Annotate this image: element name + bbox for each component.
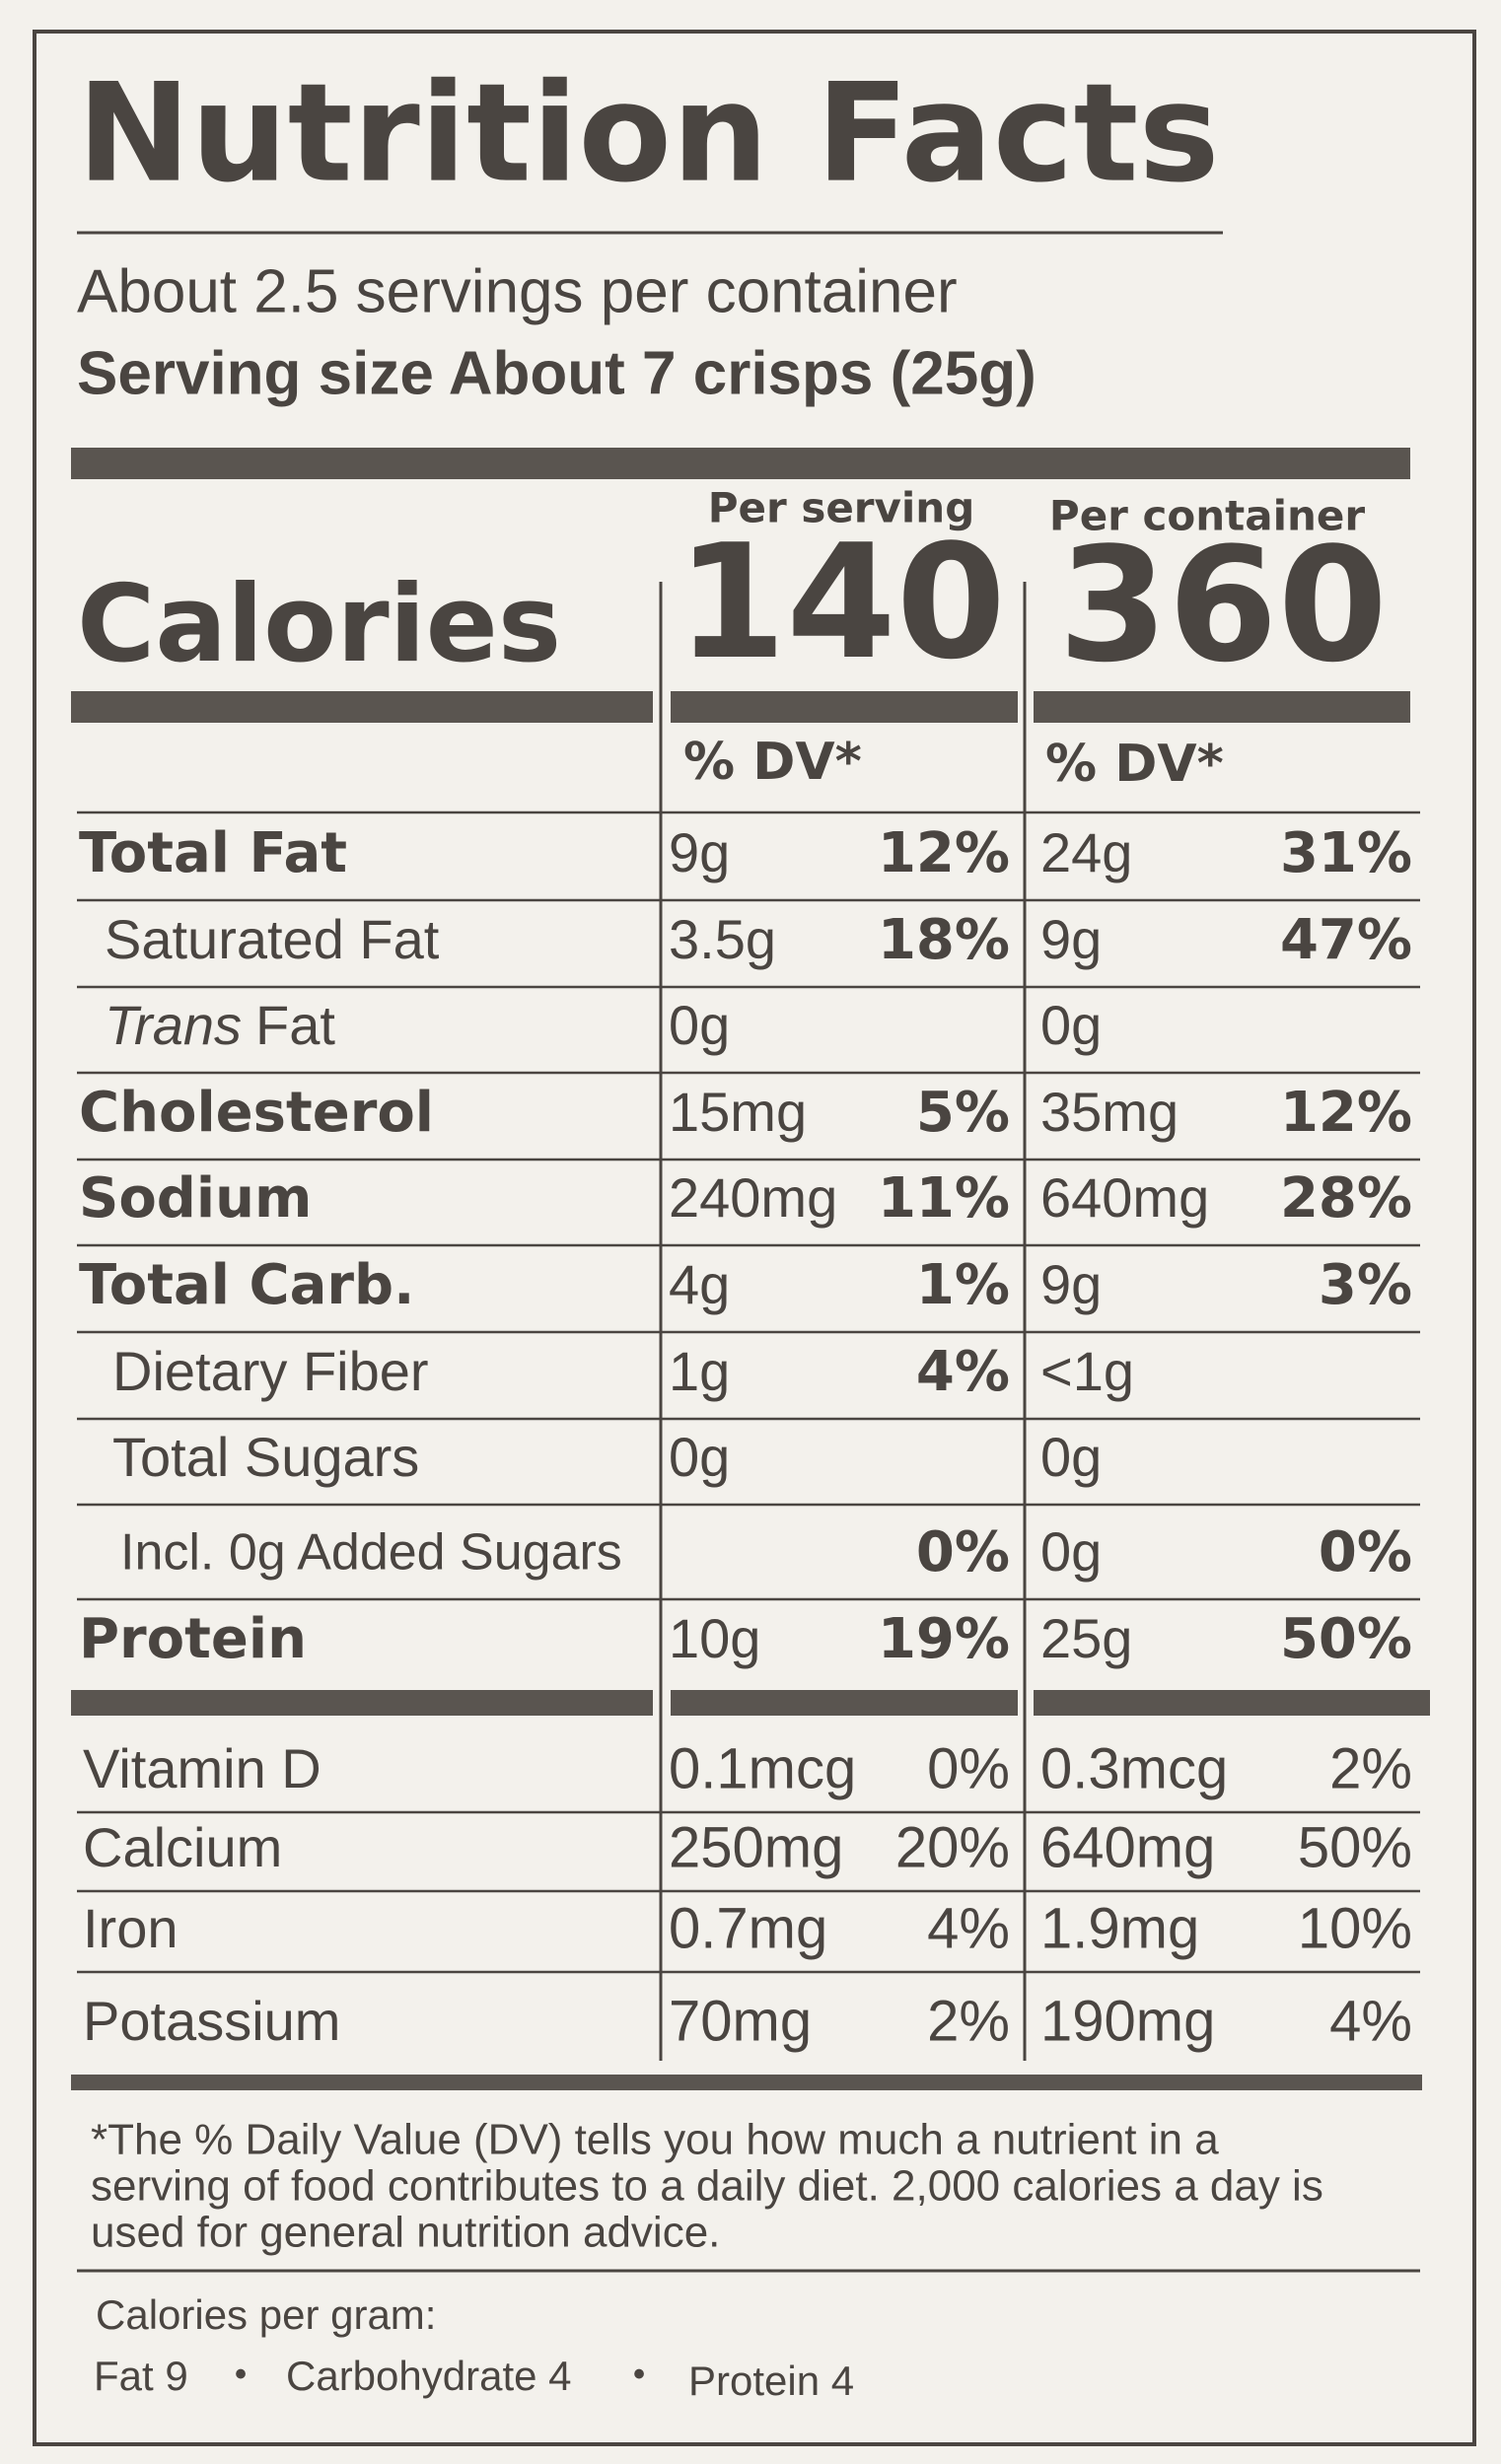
daily-value: 28% (1280, 1166, 1412, 1231)
nutrient-name: Cholesterol (79, 1081, 434, 1145)
daily-value: 18% (878, 908, 1010, 972)
daily-value: 50% (1298, 1815, 1412, 1879)
nutrient-name: Trans Fat (105, 994, 335, 1056)
amount: 3.5g (669, 908, 776, 970)
nutrient-name-rest: Fat (255, 994, 335, 1056)
amount: 4g (669, 1253, 730, 1315)
amount: 1g (669, 1340, 730, 1402)
footnote: serving of food contributes to a daily d… (91, 2162, 1323, 2211)
amount: 0.7mg (669, 1896, 827, 1960)
daily-value: 11% (878, 1166, 1010, 1231)
thick-bar (671, 1690, 1018, 1716)
calories-per-gram-label: Calories per gram: (96, 2291, 436, 2338)
amount: 190mg (1040, 1989, 1215, 2053)
nutrient-name-italic: Trans (105, 994, 242, 1056)
daily-value: 4% (1329, 1989, 1412, 2053)
amount: 640mg (1040, 1815, 1215, 1879)
bullet: • (633, 2354, 646, 2394)
daily-value: 12% (878, 821, 1010, 885)
amount: 24g (1040, 821, 1132, 883)
thick-bar (1034, 691, 1410, 723)
vitamin-name: Calcium (83, 1816, 282, 1878)
calories-value: 140 (677, 510, 1006, 694)
amount: 10g (669, 1607, 760, 1669)
daily-value: 50% (1280, 1607, 1412, 1671)
label-border (33, 30, 1476, 2446)
nutrient-name: Total Sugars (112, 1426, 419, 1488)
amount: 1.9mg (1040, 1896, 1199, 1960)
calories-per-gram-item: Protein 4 (688, 2358, 854, 2404)
title: Nutrition Facts (77, 54, 1220, 213)
amount: 15mg (669, 1081, 807, 1143)
daily-value: 0% (1319, 1520, 1412, 1584)
nutrient-name: Total Carb. (79, 1253, 414, 1317)
amount: 640mg (1040, 1166, 1209, 1229)
nutrient-name: Incl. 0g Added Sugars (120, 1524, 622, 1582)
daily-value: 10% (1298, 1896, 1412, 1960)
daily-value: 47% (1280, 908, 1412, 972)
amount: 250mg (669, 1815, 843, 1879)
thick-bar (671, 691, 1018, 723)
servings: About 2.5 servings per container (77, 257, 958, 325)
amount: <1g (1040, 1340, 1134, 1402)
calories-per-gram-item: Fat 9 (94, 2353, 188, 2399)
amount: 9g (1040, 1253, 1102, 1315)
thick-bar (71, 448, 1410, 479)
thick-bar (71, 2075, 1422, 2090)
daily-value: 12% (1280, 1081, 1412, 1145)
calories-label: Calories (77, 563, 561, 686)
amount: 0g (669, 994, 730, 1056)
nutrient-name: Protein (79, 1607, 307, 1671)
daily-value: 2% (1329, 1736, 1412, 1800)
dv-header: % DV* (1045, 735, 1224, 794)
amount: 70mg (669, 1989, 812, 2053)
amount: 9g (669, 821, 730, 883)
amount: 35mg (1040, 1081, 1179, 1143)
thick-bar (1034, 1690, 1430, 1716)
amount: 25g (1040, 1607, 1132, 1669)
daily-value: 0% (927, 1736, 1010, 1800)
vitamin-name: Vitamin D (83, 1737, 322, 1799)
nutrient-name: Total Fat (79, 821, 347, 885)
amount: 240mg (669, 1166, 837, 1229)
footnote: used for general nutrition advice. (91, 2209, 720, 2257)
thick-bar (71, 1690, 653, 1716)
daily-value: 2% (927, 1989, 1010, 2053)
vitamin-name: Iron (83, 1897, 179, 1959)
vitamin-name: Potassium (83, 1990, 340, 2052)
amount: 0.3mcg (1040, 1736, 1228, 1800)
nutrient-name: Dietary Fiber (112, 1340, 429, 1402)
column-header: Per serving (708, 484, 975, 532)
daily-value: 0% (916, 1520, 1010, 1584)
daily-value: 4% (927, 1896, 1010, 1960)
amount: 0.1mcg (669, 1736, 856, 1800)
calories-value: 360 (1058, 513, 1388, 697)
thick-bar (71, 691, 653, 723)
amount: 0g (1040, 1520, 1102, 1583)
serving-size: Serving size About 7 crisps (25g) (77, 339, 1036, 407)
daily-value: 5% (916, 1081, 1010, 1145)
footnote: *The % Daily Value (DV) tells you how mu… (91, 2116, 1219, 2164)
daily-value: 3% (1319, 1253, 1412, 1317)
nutrient-name: Saturated Fat (105, 908, 440, 970)
daily-value: 1% (916, 1253, 1010, 1317)
daily-value: 31% (1280, 821, 1412, 885)
column-header: Per container (1049, 492, 1365, 540)
amount: 0g (669, 1426, 730, 1488)
daily-value: 4% (916, 1340, 1010, 1404)
daily-value: 19% (878, 1607, 1010, 1671)
nutrient-name: Sodium (79, 1166, 312, 1231)
dv-header: % DV* (683, 733, 862, 792)
daily-value: 20% (895, 1815, 1010, 1879)
amount: 0g (1040, 994, 1102, 1056)
amount: 9g (1040, 908, 1102, 970)
calories-per-gram-item: Carbohydrate 4 (286, 2353, 572, 2399)
bullet: • (235, 2354, 248, 2394)
amount: 0g (1040, 1426, 1102, 1488)
